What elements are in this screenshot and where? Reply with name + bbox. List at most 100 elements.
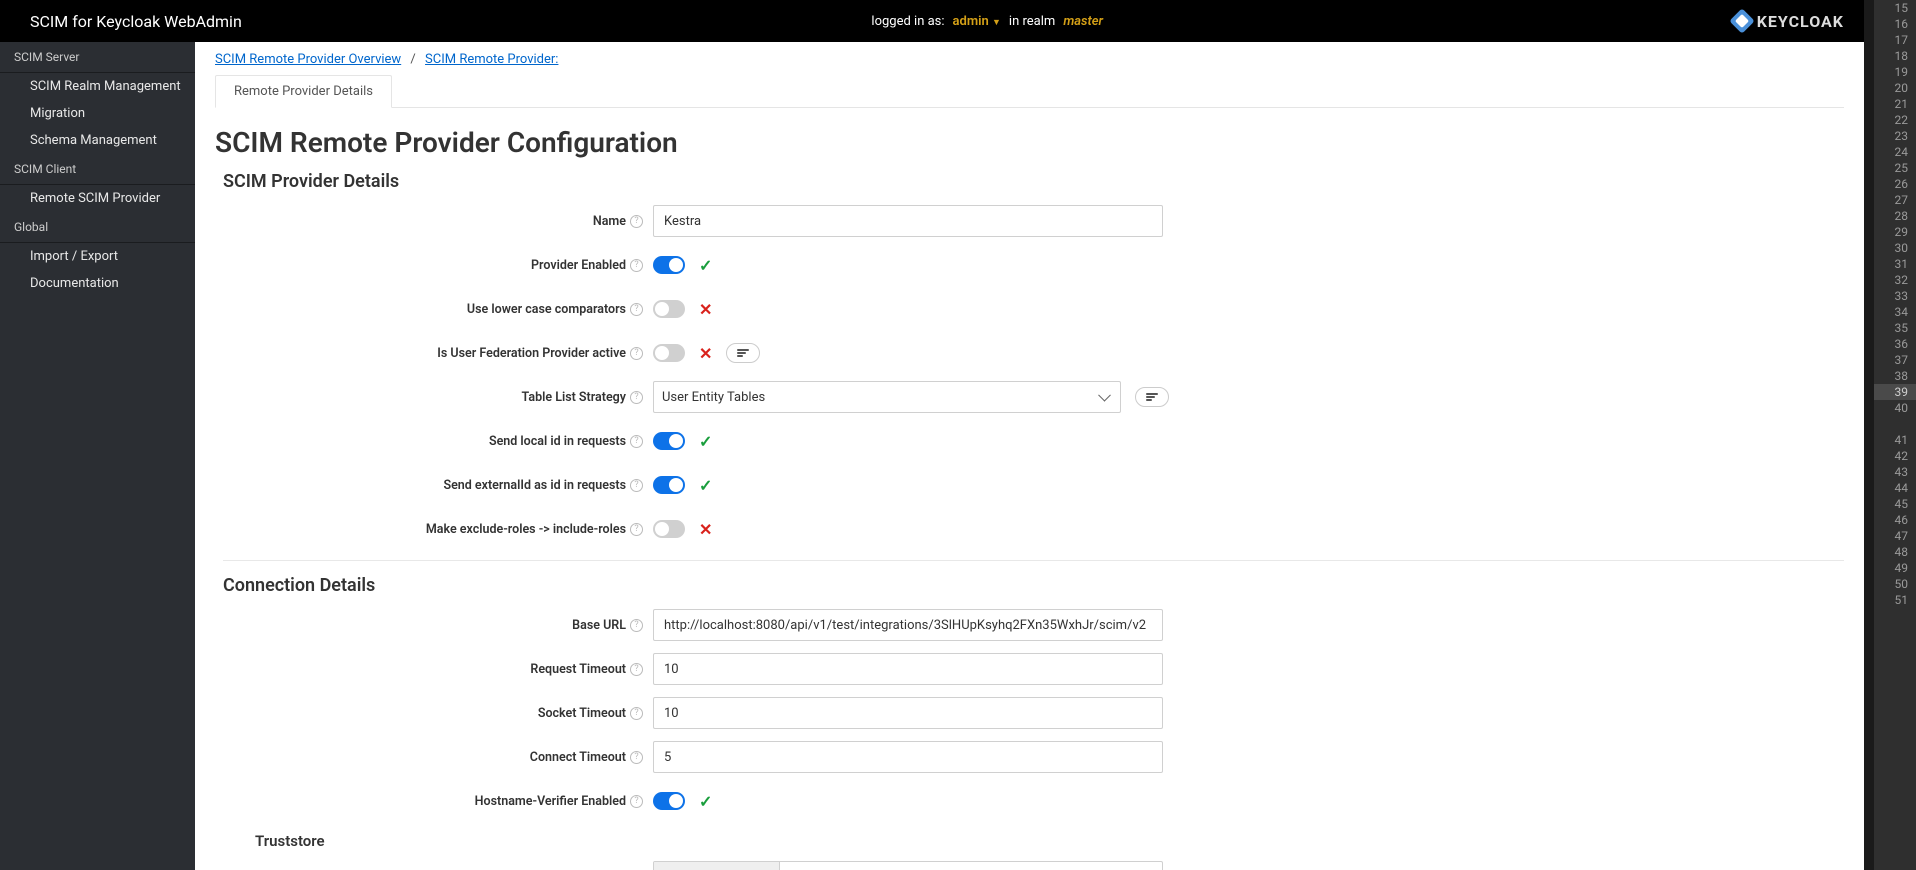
breadcrumb-overview[interactable]: SCIM Remote Provider Overview bbox=[215, 52, 401, 67]
line-number[interactable]: 34 bbox=[1874, 304, 1916, 320]
help-icon[interactable]: ? bbox=[630, 619, 643, 632]
line-number[interactable]: 41 bbox=[1874, 432, 1916, 448]
sidebar-item[interactable]: Remote SCIM Provider bbox=[0, 185, 195, 212]
sidebar: SCIM ServerSCIM Realm ManagementMigratio… bbox=[0, 42, 195, 870]
check-icon: ✓ bbox=[699, 476, 712, 495]
line-number[interactable]: 43 bbox=[1874, 464, 1916, 480]
name-input[interactable] bbox=[653, 205, 1163, 237]
topbar: SCIM for Keycloak WebAdmin logged in as:… bbox=[0, 0, 1864, 42]
connect-timeout-input[interactable] bbox=[653, 741, 1163, 773]
x-icon: ✕ bbox=[699, 520, 712, 539]
pane-separator[interactable] bbox=[1864, 0, 1874, 870]
section-connection-details: Connection Details bbox=[223, 575, 1844, 596]
line-number[interactable]: 31 bbox=[1874, 256, 1916, 272]
keycloak-logo-icon bbox=[1729, 8, 1754, 33]
help-icon[interactable]: ? bbox=[630, 215, 643, 228]
lowercase-toggle[interactable] bbox=[653, 300, 685, 318]
help-icon[interactable]: ? bbox=[630, 751, 643, 764]
line-number[interactable]: 50 bbox=[1874, 576, 1916, 592]
provider-enabled-toggle[interactable] bbox=[653, 256, 685, 274]
line-number[interactable]: 28 bbox=[1874, 208, 1916, 224]
line-number[interactable]: 16 bbox=[1874, 16, 1916, 32]
line-number[interactable]: 27 bbox=[1874, 192, 1916, 208]
help-icon[interactable]: ? bbox=[630, 391, 643, 404]
help-icon[interactable]: ? bbox=[630, 303, 643, 316]
sidebar-item[interactable]: Documentation bbox=[0, 270, 195, 297]
help-icon[interactable]: ? bbox=[630, 523, 643, 536]
line-number[interactable]: 48 bbox=[1874, 544, 1916, 560]
breadcrumb-provider[interactable]: SCIM Remote Provider: bbox=[425, 52, 558, 67]
help-icon[interactable]: ? bbox=[630, 479, 643, 492]
line-number[interactable]: 19 bbox=[1874, 64, 1916, 80]
help-icon[interactable]: ? bbox=[630, 707, 643, 720]
base-url-input[interactable] bbox=[653, 609, 1163, 641]
app-title: SCIM for Keycloak WebAdmin bbox=[30, 12, 242, 31]
main-content: SCIM Remote Provider Overview / SCIM Rem… bbox=[195, 42, 1864, 870]
user-menu[interactable]: admin ▼ bbox=[953, 14, 1001, 29]
line-number[interactable]: 40 bbox=[1874, 400, 1916, 416]
line-number[interactable]: 21 bbox=[1874, 96, 1916, 112]
line-number[interactable]: 18 bbox=[1874, 48, 1916, 64]
subsection-truststore: Truststore bbox=[255, 832, 1844, 850]
file-status: Aucun fichier choisi bbox=[780, 862, 921, 870]
line-number[interactable]: 25 bbox=[1874, 160, 1916, 176]
line-number[interactable]: 29 bbox=[1874, 224, 1916, 240]
request-timeout-input[interactable] bbox=[653, 653, 1163, 685]
line-number[interactable]: 37 bbox=[1874, 352, 1916, 368]
exclude-roles-toggle[interactable] bbox=[653, 520, 685, 538]
line-number[interactable]: 47 bbox=[1874, 528, 1916, 544]
sidebar-item[interactable]: SCIM Realm Management bbox=[0, 73, 195, 100]
line-number[interactable]: 26 bbox=[1874, 176, 1916, 192]
caret-down-icon: ▼ bbox=[992, 18, 1001, 28]
check-icon: ✓ bbox=[699, 792, 712, 811]
truststore-file-picker: Choisir un fichier Aucun fichier choisi bbox=[653, 861, 1163, 870]
line-number[interactable]: 38 bbox=[1874, 368, 1916, 384]
line-number[interactable]: 22 bbox=[1874, 112, 1916, 128]
line-number[interactable]: 32 bbox=[1874, 272, 1916, 288]
check-icon: ✓ bbox=[699, 256, 712, 275]
sidebar-section-header: SCIM Server bbox=[0, 42, 195, 73]
help-icon[interactable]: ? bbox=[630, 435, 643, 448]
line-number[interactable]: 46 bbox=[1874, 512, 1916, 528]
choose-file-button[interactable]: Choisir un fichier bbox=[654, 862, 780, 870]
line-number-gutter: 1516171819202122232425262728293031323334… bbox=[1874, 0, 1916, 870]
page-title: SCIM Remote Provider Configuration bbox=[215, 126, 1844, 159]
line-number[interactable]: 49 bbox=[1874, 560, 1916, 576]
line-number[interactable]: 23 bbox=[1874, 128, 1916, 144]
sidebar-item[interactable]: Import / Export bbox=[0, 243, 195, 270]
help-icon[interactable]: ? bbox=[630, 259, 643, 272]
line-number[interactable]: 44 bbox=[1874, 480, 1916, 496]
x-icon: ✕ bbox=[699, 344, 712, 363]
sidebar-section-header: Global bbox=[0, 212, 195, 243]
line-number[interactable]: 30 bbox=[1874, 240, 1916, 256]
sidebar-item[interactable]: Migration bbox=[0, 100, 195, 127]
send-external-id-toggle[interactable] bbox=[653, 476, 685, 494]
tab-details[interactable]: Remote Provider Details bbox=[215, 75, 392, 108]
line-number[interactable]: 45 bbox=[1874, 496, 1916, 512]
check-icon: ✓ bbox=[699, 432, 712, 451]
table-list-options-button[interactable] bbox=[1135, 387, 1169, 407]
federation-active-toggle[interactable] bbox=[653, 344, 685, 362]
federation-options-button[interactable] bbox=[726, 343, 760, 363]
tabs: Remote Provider Details bbox=[215, 75, 1844, 108]
line-number[interactable]: 15 bbox=[1874, 0, 1916, 16]
help-icon[interactable]: ? bbox=[630, 795, 643, 808]
sidebar-item[interactable]: Schema Management bbox=[0, 127, 195, 154]
table-list-strategy-select[interactable]: User Entity Tables bbox=[653, 381, 1121, 413]
hostname-verifier-toggle[interactable] bbox=[653, 792, 685, 810]
line-number[interactable]: 36 bbox=[1874, 336, 1916, 352]
send-local-id-toggle[interactable] bbox=[653, 432, 685, 450]
help-icon[interactable]: ? bbox=[630, 663, 643, 676]
line-number[interactable]: 51 bbox=[1874, 592, 1916, 608]
keycloak-logo: KEYCLOAK bbox=[1733, 12, 1844, 31]
help-icon[interactable]: ? bbox=[630, 347, 643, 360]
line-number[interactable]: 42 bbox=[1874, 448, 1916, 464]
line-number[interactable]: 33 bbox=[1874, 288, 1916, 304]
socket-timeout-input[interactable] bbox=[653, 697, 1163, 729]
line-number[interactable]: 24 bbox=[1874, 144, 1916, 160]
line-number[interactable]: 17 bbox=[1874, 32, 1916, 48]
line-number[interactable]: 35 bbox=[1874, 320, 1916, 336]
line-number[interactable]: 39 bbox=[1874, 384, 1916, 400]
divider bbox=[223, 560, 1844, 561]
line-number[interactable]: 20 bbox=[1874, 80, 1916, 96]
